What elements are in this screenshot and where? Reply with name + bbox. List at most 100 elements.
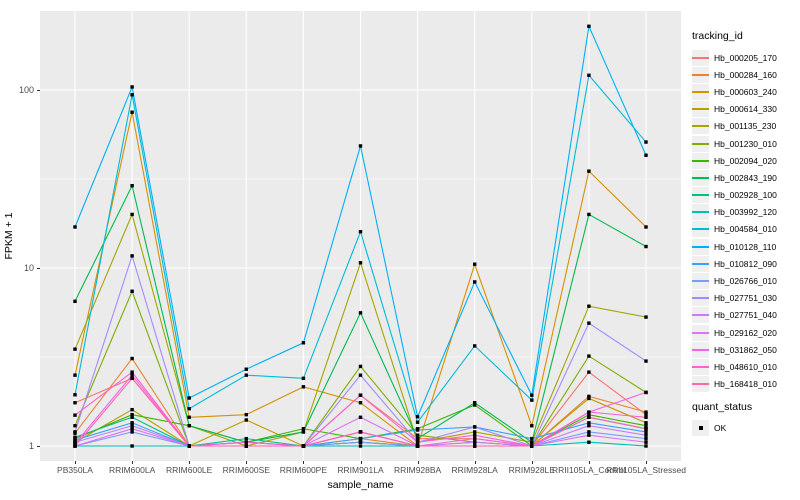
legend-key-swatch xyxy=(692,221,709,238)
data-point-marker xyxy=(301,430,306,434)
legend-entry: Hb_027751_040 xyxy=(692,307,777,324)
legend-entry: Hb_001135_230 xyxy=(692,118,777,135)
data-point-marker xyxy=(587,410,591,414)
data-point-marker xyxy=(644,440,648,444)
legend-entry-label: Hb_001135_230 xyxy=(714,121,777,132)
plot-svg xyxy=(40,11,681,461)
legend-key-swatch xyxy=(692,255,709,272)
legend-entry: Hb_000614_330 xyxy=(692,101,777,118)
legend-entry: Hb_029162_020 xyxy=(692,324,777,341)
y-tick-mark xyxy=(37,446,40,447)
legend-entry: Hb_000284_160 xyxy=(692,66,777,83)
data-point-marker xyxy=(244,440,248,444)
data-point-marker xyxy=(473,433,477,437)
x-tick-mark xyxy=(646,461,647,464)
data-point-marker xyxy=(587,73,591,77)
legend-entry-label: Hb_000205_170 xyxy=(714,52,777,63)
data-point-marker xyxy=(130,412,134,417)
legend-entry-label: Hb_001230_010 xyxy=(714,138,777,149)
data-point-marker xyxy=(187,444,191,448)
data-point-marker xyxy=(73,225,77,229)
legend-key-swatch xyxy=(692,307,709,324)
data-point-marker xyxy=(473,262,477,266)
data-point-marker xyxy=(358,261,363,265)
data-point-marker xyxy=(644,140,648,144)
data-point-marker xyxy=(130,356,134,361)
data-point-marker xyxy=(587,440,591,444)
legend-key-swatch xyxy=(692,376,709,393)
data-point-marker xyxy=(301,444,306,448)
data-point-marker xyxy=(73,430,77,434)
data-point-marker xyxy=(73,435,77,439)
data-point-marker xyxy=(473,436,477,441)
data-point-marker xyxy=(130,370,134,374)
legend-entry: Hb_000205_170 xyxy=(692,49,777,66)
x-tick-label: RRIM600SE xyxy=(222,465,270,475)
data-point-marker xyxy=(358,440,363,444)
legend-line-icon xyxy=(692,331,709,334)
legend-line-icon xyxy=(692,73,709,76)
legend-entry: Hb_027751_030 xyxy=(692,290,777,307)
data-point-marker xyxy=(530,444,534,448)
data-point-marker xyxy=(644,359,648,363)
data-point-marker xyxy=(73,393,77,397)
x-tick-label: RRIM600LA xyxy=(108,465,156,475)
data-point-marker xyxy=(587,430,591,434)
data-point-marker xyxy=(644,424,648,428)
legend-line-icon xyxy=(692,56,709,59)
legend-line-icon xyxy=(692,348,709,351)
legend: tracking_id Hb_000205_170 Hb_000284_160 Hb… xyxy=(692,0,800,500)
legend-title-quant-status: quant_status xyxy=(692,401,753,413)
legend-entry-label: Hb_002928_100 xyxy=(714,190,777,201)
y-tick-label: 100 xyxy=(18,85,34,95)
legend-key-swatch xyxy=(692,169,709,186)
data-point-marker xyxy=(644,421,648,425)
legend-entries: Hb_000205_170 Hb_000284_160 Hb_000603_240 H… xyxy=(692,49,777,393)
data-point-marker xyxy=(644,412,648,417)
data-point-marker xyxy=(130,421,134,425)
data-point-marker xyxy=(73,299,77,304)
data-point-marker xyxy=(644,244,648,249)
legend-line-icon xyxy=(692,90,709,93)
data-point-marker xyxy=(473,444,477,448)
x-tick-mark xyxy=(531,461,533,464)
legend-key-swatch xyxy=(692,419,709,436)
legend-entry-label: Hb_010128_110 xyxy=(714,241,777,252)
data-point-marker xyxy=(415,436,420,441)
data-point-marker xyxy=(587,415,591,419)
data-point-marker xyxy=(130,212,134,217)
legend-line-icon xyxy=(692,159,709,162)
data-point-marker xyxy=(415,440,420,444)
data-point-marker xyxy=(644,444,648,448)
data-point-marker xyxy=(187,396,191,400)
legend-line-icon xyxy=(692,211,709,214)
legend-key-swatch xyxy=(692,66,709,83)
x-tick-label: RRIM901LA xyxy=(337,465,384,475)
legend-key-swatch xyxy=(692,290,709,307)
legend-entry: Hb_002843_190 xyxy=(692,169,777,186)
legend-entry-label: Hb_029162_020 xyxy=(714,327,777,338)
x-tick-mark xyxy=(189,461,191,464)
data-point-marker xyxy=(587,412,591,417)
data-point-marker xyxy=(587,370,591,374)
x-tick-label: RRIM600PE xyxy=(279,465,328,475)
data-point-marker xyxy=(358,430,363,434)
legend-line-icon xyxy=(692,365,709,368)
legend-entry-label: Hb_000614_330 xyxy=(714,104,777,115)
legend-entry-label: Hb_010812_090 xyxy=(714,258,777,269)
data-point-marker xyxy=(530,424,534,428)
data-point-marker xyxy=(587,304,591,308)
data-point-marker xyxy=(473,344,477,348)
data-point-marker xyxy=(473,425,477,429)
data-point-marker xyxy=(301,376,306,381)
data-point-marker xyxy=(358,444,363,448)
data-point-marker xyxy=(587,424,591,428)
legend-line-icon xyxy=(692,262,709,265)
data-point-marker xyxy=(130,93,134,97)
legend-key-swatch xyxy=(692,204,709,221)
data-point-marker xyxy=(644,436,648,441)
data-point-marker xyxy=(644,390,648,395)
data-point-marker xyxy=(244,436,248,441)
data-point-marker xyxy=(530,398,534,402)
legend-entry: Hb_010128_110 xyxy=(692,238,777,255)
